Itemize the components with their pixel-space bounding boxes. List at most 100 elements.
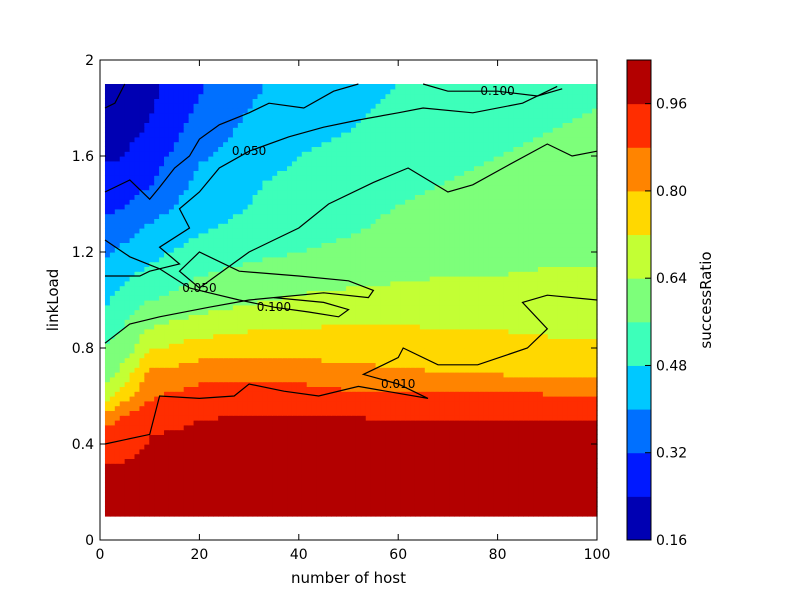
contour-fill-cell — [375, 314, 382, 320]
contour-fill-cell — [390, 444, 396, 450]
contour-fill-cell — [272, 396, 278, 402]
contour-fill-cell — [301, 439, 308, 445]
contour-fill-cell — [232, 304, 239, 311]
contour-fill-cell — [149, 362, 155, 368]
contour-fill-cell — [311, 276, 318, 282]
contour-fill-cell — [429, 400, 436, 407]
contour-fill-cell — [592, 376, 598, 383]
contour-fill-cell — [188, 300, 195, 306]
contour-fill-cell — [523, 328, 529, 335]
contour-fill-cell — [478, 376, 485, 383]
contour-fill-cell — [203, 372, 209, 378]
contour-fill-cell — [370, 372, 377, 378]
contour-fill-cell — [552, 472, 559, 479]
contour-fill-cell — [183, 348, 190, 354]
contour-fill-cell — [370, 405, 377, 411]
contour-fill-cell — [296, 400, 303, 407]
contour-fill-cell — [134, 362, 141, 368]
contour-fill-cell — [129, 290, 136, 296]
contour-fill-cell — [316, 295, 323, 301]
contour-fill-cell — [410, 348, 416, 354]
contour-fill-cell — [331, 429, 337, 435]
contour-fill-cell — [400, 482, 406, 488]
contour-fill-cell — [139, 415, 145, 421]
contour-fill-cell — [149, 496, 155, 503]
contour-fill-cell — [488, 453, 495, 459]
contour-fill-cell — [188, 453, 195, 459]
contour-fill-cell — [400, 496, 406, 503]
contour-fill-cell — [350, 276, 357, 282]
contour-fill-cell — [424, 333, 431, 339]
contour-fill-cell — [449, 314, 455, 320]
contour-fill-cell — [311, 439, 318, 445]
contour-fill-cell — [414, 444, 421, 450]
contour-fill-cell — [592, 482, 598, 488]
contour-fill-cell — [414, 285, 421, 291]
contour-fill-cell — [341, 300, 347, 306]
contour-fill-cell — [178, 333, 185, 339]
contour-fill-cell — [159, 463, 165, 469]
contour-fill-cell — [429, 410, 436, 416]
contour-fill-cell — [178, 477, 185, 483]
contour-fill-cell — [213, 472, 219, 479]
contour-fill-cell — [380, 280, 387, 287]
contour-fill-cell — [208, 367, 214, 373]
contour-fill-cell — [247, 396, 254, 402]
contour-fill-cell — [178, 367, 185, 373]
contour-fill-cell — [154, 511, 160, 517]
contour-fill-cell — [154, 338, 160, 344]
contour-fill-cell — [193, 400, 200, 407]
contour-fill-cell — [144, 405, 150, 411]
contour-fill-cell — [592, 415, 598, 421]
contour-fill-cell — [341, 482, 347, 488]
contour-fill-cell — [533, 439, 539, 445]
contour-fill-cell — [257, 511, 264, 517]
contour-fill-cell — [439, 352, 446, 359]
contour-fill-cell — [567, 372, 573, 378]
contour-fill-cell — [552, 501, 559, 507]
contour-fill-cell — [291, 309, 298, 315]
contour-fill-cell — [355, 328, 362, 335]
contour-fill-cell — [227, 400, 234, 407]
contour-fill-cell — [370, 511, 377, 517]
contour-fill-cell — [237, 506, 244, 512]
contour-fill-cell — [124, 458, 131, 464]
contour-fill-cell — [272, 290, 278, 296]
contour-fill-cell — [552, 352, 559, 359]
contour-fill-cell — [508, 324, 514, 330]
contour-fill-cell — [424, 304, 431, 311]
contour-fill-cell — [164, 424, 170, 431]
contour-fill-cell — [124, 343, 131, 349]
contour-fill-cell — [537, 285, 544, 291]
contour-fill-cell — [124, 381, 131, 387]
contour-fill-cell — [306, 434, 313, 440]
contour-fill-cell — [528, 333, 534, 339]
contour-fill-cell — [552, 338, 559, 344]
contour-fill-cell — [410, 400, 416, 407]
contour-fill-cell — [370, 391, 377, 397]
contour-fill-cell — [139, 357, 145, 363]
contour-fill-cell — [350, 477, 357, 483]
contour-fill-cell — [473, 448, 480, 455]
contour-fill-cell — [198, 328, 204, 335]
contour-fill-cell — [365, 357, 372, 363]
contour-fill-cell — [252, 280, 259, 287]
contour-fill-cell — [301, 343, 308, 349]
contour-fill-cell — [242, 352, 249, 359]
contour-fill-cell — [498, 276, 505, 282]
contour-fill-cell — [277, 386, 283, 392]
contour-fill-cell — [469, 304, 475, 311]
contour-fill-cell — [360, 300, 367, 306]
contour-fill-cell — [587, 290, 593, 296]
contour-fill-cell — [572, 352, 578, 359]
contour-fill-cell — [572, 280, 578, 287]
contour-fill-cell — [587, 352, 593, 359]
contour-fill-cell — [424, 439, 431, 445]
contour-fill-cell — [218, 367, 224, 373]
contour-fill-cell — [577, 348, 583, 354]
contour-fill-cell — [144, 396, 150, 402]
contour-fill-cell — [577, 367, 583, 373]
contour-fill-cell — [488, 482, 495, 488]
contour-fill-cell — [154, 381, 160, 387]
contour-fill-cell — [331, 362, 337, 368]
